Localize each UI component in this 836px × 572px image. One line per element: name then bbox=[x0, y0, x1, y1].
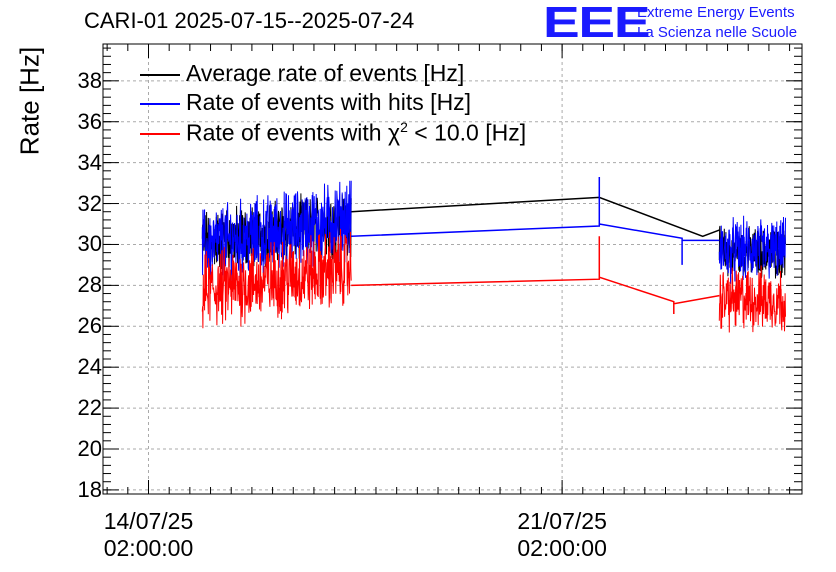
legend-label-hits: Rate of events with hits [Hz] bbox=[186, 89, 472, 115]
series-connector-line bbox=[351, 196, 720, 238]
y-tick-label: 26 bbox=[77, 313, 102, 339]
y-tick-label: 28 bbox=[77, 272, 102, 298]
y-tick-label: 30 bbox=[77, 231, 102, 257]
y-tick-label: 18 bbox=[77, 476, 102, 502]
series-noise-segment bbox=[718, 215, 786, 284]
y-tick-label: 20 bbox=[77, 436, 102, 461]
x-tick-date: 14/07/25 bbox=[103, 508, 194, 534]
logo-subtitle-2: La Scienza nelle Scuole bbox=[637, 24, 798, 41]
legend-label-chi2: Rate of events with χ2 < 10.0 [Hz] bbox=[186, 119, 526, 147]
x-tick-time: 02:00:00 bbox=[517, 535, 607, 561]
series-noise-segment bbox=[201, 180, 352, 286]
y-tick-label: 36 bbox=[77, 108, 102, 134]
logo-subtitle-1: Extreme Energy Events bbox=[637, 4, 795, 21]
series-connector-line bbox=[351, 236, 720, 314]
x-tick-date: 21/07/25 bbox=[517, 508, 607, 534]
legend-swatch-chi2 bbox=[140, 133, 180, 135]
y-tick-label: 24 bbox=[77, 354, 102, 380]
legend-label-average: Average rate of events [Hz] bbox=[186, 60, 465, 86]
y-tick-label: 34 bbox=[77, 149, 102, 175]
y-tick-label: 38 bbox=[77, 67, 102, 93]
y-tick-label: 22 bbox=[77, 395, 102, 421]
legend-chi2-prefix: Rate of events with χ bbox=[186, 119, 401, 146]
series-noise-segment bbox=[201, 228, 352, 329]
legend-swatch-average bbox=[140, 74, 180, 76]
y-axis-label: Rate [Hz] bbox=[14, 46, 45, 156]
series-group bbox=[201, 177, 786, 333]
series-connector-line bbox=[351, 177, 720, 265]
series-noise-segment bbox=[718, 265, 786, 333]
legend-chi2-suffix: < 10.0 [Hz] bbox=[407, 119, 527, 146]
eee-logo: EEE bbox=[543, 0, 651, 47]
legend-chi2-sup: 2 bbox=[400, 119, 408, 135]
x-tick-time: 02:00:00 bbox=[103, 535, 194, 561]
legend-swatch-hits bbox=[140, 103, 180, 105]
y-tick-label: 32 bbox=[77, 190, 102, 216]
x-tick-label: 14/07/25 02:00:00 bbox=[104, 508, 194, 562]
axis-ticks bbox=[103, 44, 802, 494]
x-tick-label: 21/07/25 02:00:00 bbox=[517, 508, 607, 562]
chart-title: CARI-01 2025-07-15--2025-07-24 bbox=[84, 8, 415, 33]
